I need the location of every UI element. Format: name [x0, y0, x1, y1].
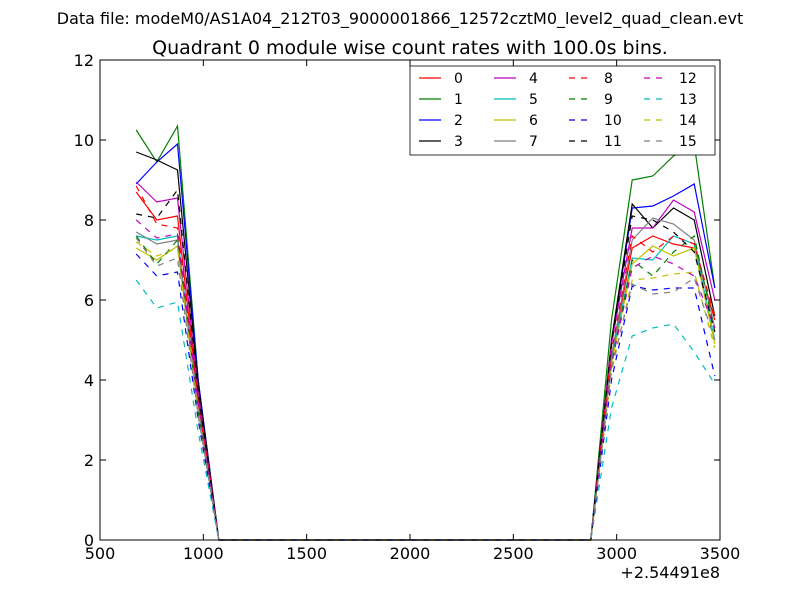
x-tick-label: 2500: [493, 544, 534, 563]
x-tick-label: 1000: [183, 544, 224, 563]
legend-label-5: 5: [529, 92, 538, 108]
legend-label-0: 0: [454, 71, 463, 87]
legend-label-14: 14: [679, 113, 697, 129]
legend-label-11: 11: [604, 134, 622, 150]
legend-label-9: 9: [604, 92, 613, 108]
figure-suptitle: Data file: modeM0/AS1A04_212T03_90000018…: [57, 9, 743, 29]
chart-title: Quadrant 0 module wise count rates with …: [152, 37, 668, 59]
legend-label-12: 12: [679, 71, 697, 87]
x-offset-label: +2.54491e8: [620, 563, 720, 582]
y-tick-label: 4: [84, 371, 94, 390]
x-axis-ticks: 500 1000 1500 2000 2500 3000 3500: [85, 60, 741, 563]
series-line-12: [135, 219, 716, 541]
y-tick-label: 12: [74, 51, 94, 70]
legend-label-2: 2: [454, 113, 463, 129]
x-tick-label: 3500: [700, 544, 741, 563]
x-tick-label: 1500: [286, 544, 327, 563]
legend-label-10: 10: [604, 113, 622, 129]
y-tick-label: 8: [84, 211, 94, 230]
legend-label-13: 13: [679, 92, 697, 108]
y-tick-label: 6: [84, 291, 94, 310]
y-tick-label: 2: [84, 451, 94, 470]
legend-label-8: 8: [604, 71, 613, 87]
legend-label-6: 6: [529, 113, 538, 129]
y-tick-label: 0: [84, 531, 94, 550]
y-tick-label: 10: [74, 131, 94, 150]
legend-label-3: 3: [454, 134, 463, 150]
legend-label-15: 15: [679, 134, 697, 150]
legend-label-7: 7: [529, 134, 538, 150]
x-tick-label: 500: [85, 544, 116, 563]
legend-label-1: 1: [454, 92, 463, 108]
x-tick-label: 2000: [390, 544, 431, 563]
x-tick-label: 3000: [596, 544, 637, 563]
legend-box: [409, 65, 716, 156]
legend-label-4: 4: [529, 71, 538, 87]
series-line-15: [135, 237, 716, 541]
